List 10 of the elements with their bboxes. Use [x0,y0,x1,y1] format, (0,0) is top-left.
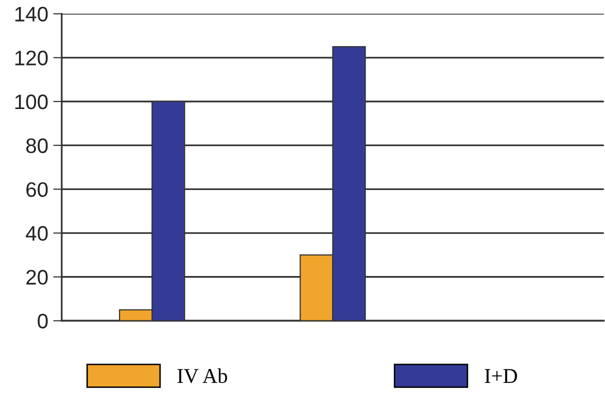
y-tick-label: 100 [15,94,48,110]
y-tick-label: 140 [15,6,48,22]
y-tick-label: 80 [26,138,48,154]
y-tick-label: 40 [26,226,48,241]
y-tick-label: 60 [26,182,48,197]
y-tick-label: 120 [15,50,48,66]
legend-label: IV Ab [177,368,228,384]
y-tick-label: 20 [26,270,48,285]
y-tick-label: 0 [38,314,48,328]
legend-label: I+D [484,369,518,383]
